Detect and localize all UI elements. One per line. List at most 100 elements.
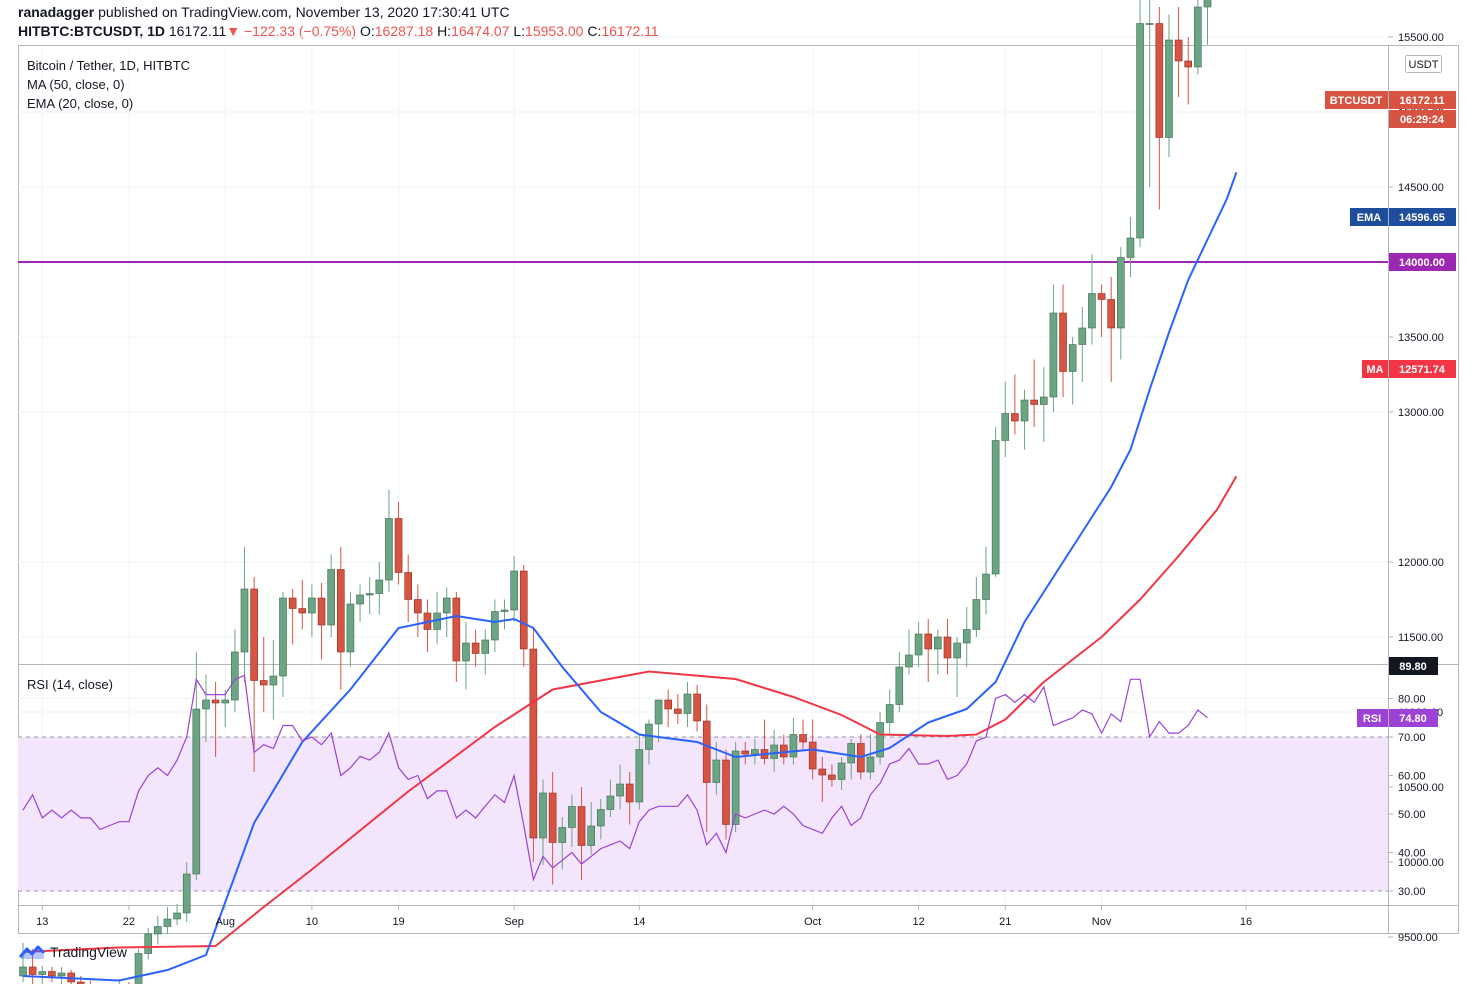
candle bbox=[118, 979, 120, 984]
price-change: −122.33 (−0.75%) bbox=[244, 23, 357, 39]
price-tick-label: 15500.00 bbox=[1398, 32, 1444, 44]
candle bbox=[221, 689, 230, 727]
price-tag-name: BTCUSDT bbox=[1330, 95, 1383, 107]
time-tick-label: 19 bbox=[392, 916, 404, 928]
candle bbox=[712, 742, 721, 795]
price-tick-label: 12000.00 bbox=[1398, 557, 1444, 569]
candle bbox=[510, 556, 518, 622]
candle bbox=[625, 772, 634, 825]
candle bbox=[876, 712, 884, 765]
time-tick-label: 13 bbox=[36, 916, 48, 928]
author-name[interactable]: ranadagger bbox=[18, 4, 95, 20]
time-tick-label: 14 bbox=[633, 916, 645, 928]
tradingview-logo-icon bbox=[18, 945, 46, 959]
rsi-tag: RSI 74.80 bbox=[1357, 709, 1438, 727]
candle bbox=[1078, 307, 1087, 382]
high-label: H: bbox=[437, 23, 452, 39]
candle bbox=[924, 619, 933, 682]
candle bbox=[76, 976, 85, 984]
candle bbox=[1136, 0, 1144, 247]
candle bbox=[173, 904, 181, 925]
candle bbox=[57, 967, 66, 984]
brand-footer[interactable]: TradingView bbox=[18, 944, 127, 960]
ma-tag-name: MA bbox=[1366, 364, 1383, 376]
candle bbox=[442, 587, 451, 637]
price-tick-label: 14500.00 bbox=[1398, 182, 1444, 194]
candle bbox=[606, 779, 615, 817]
symbol-name: HITBTC:BTCUSDT, 1D bbox=[18, 23, 165, 39]
time-tick-label: 16 bbox=[1240, 916, 1252, 928]
candle bbox=[818, 757, 827, 802]
time-tick-label: Sep bbox=[504, 916, 524, 928]
candle bbox=[375, 562, 384, 615]
countdown-value: 06:29:24 bbox=[1400, 114, 1445, 126]
ma-tag-value: 12571.74 bbox=[1399, 364, 1446, 376]
rsi-tick-label: 70.00 bbox=[1398, 732, 1426, 744]
ema-tag-name: EMA bbox=[1357, 212, 1382, 224]
candle bbox=[163, 907, 172, 934]
candle bbox=[192, 652, 201, 880]
candle bbox=[414, 584, 422, 637]
candle bbox=[134, 949, 143, 984]
candle bbox=[67, 970, 75, 984]
candle bbox=[182, 862, 191, 922]
legend-title: Bitcoin / Tether, 1D, HITBTC bbox=[27, 58, 190, 73]
candle bbox=[144, 928, 152, 960]
candle bbox=[1049, 284, 1058, 412]
candle bbox=[1194, 0, 1202, 75]
candle bbox=[991, 427, 1000, 577]
candle bbox=[722, 749, 730, 840]
ema-tag-value: 14596.65 bbox=[1399, 212, 1445, 224]
open-value: 16287.18 bbox=[374, 23, 434, 39]
candle bbox=[934, 629, 942, 675]
time-tick-label: Nov bbox=[1092, 916, 1112, 928]
candle bbox=[327, 554, 335, 637]
candle bbox=[905, 629, 913, 675]
candle bbox=[1117, 247, 1125, 360]
candle bbox=[1059, 284, 1067, 397]
close-value: 16172.11 bbox=[601, 23, 659, 39]
rsi-tick-label: 80.00 bbox=[1398, 694, 1426, 706]
candle bbox=[231, 629, 239, 712]
low-label: L: bbox=[513, 23, 526, 39]
candle bbox=[259, 637, 268, 712]
candle bbox=[962, 607, 971, 667]
candle bbox=[452, 592, 461, 682]
candle bbox=[674, 694, 682, 724]
candle bbox=[751, 739, 759, 765]
rsi-axis-ticks: 80.00 70.00 60.00 50.00 40.00 30.00 bbox=[1388, 694, 1426, 898]
price-axis-ticks: 16500.0015500.0015000.0014500.0013500.00… bbox=[1388, 32, 1444, 944]
time-tick-label: 21 bbox=[999, 916, 1011, 928]
publish-info: ranadagger published on TradingView.com,… bbox=[18, 4, 510, 20]
candle bbox=[568, 794, 576, 847]
candle bbox=[48, 967, 56, 982]
candle bbox=[635, 734, 644, 810]
rsi-tag-name: RSI bbox=[1363, 713, 1381, 725]
candle bbox=[279, 592, 287, 697]
price-tag: BTCUSDT 16172.11 06:29:24 bbox=[1325, 91, 1456, 128]
currency-label: USDT bbox=[1409, 59, 1439, 71]
open-label: O: bbox=[359, 23, 375, 39]
ema-line bbox=[22, 172, 1238, 982]
candle bbox=[394, 502, 403, 585]
ma-line bbox=[22, 475, 1238, 953]
rsi-tag-value: 74.80 bbox=[1399, 713, 1427, 725]
candle bbox=[1088, 254, 1096, 345]
price-tick-label: 13500.00 bbox=[1398, 332, 1444, 344]
level-tag-value: 14000.00 bbox=[1399, 257, 1445, 269]
candle bbox=[1001, 382, 1010, 457]
candle bbox=[837, 757, 846, 790]
high-value: 16474.07 bbox=[451, 23, 510, 39]
candle bbox=[317, 583, 326, 660]
candle bbox=[269, 640, 278, 720]
candle bbox=[587, 802, 595, 855]
candle bbox=[770, 730, 778, 772]
candle bbox=[462, 622, 470, 690]
ma-tag: MA 12571.74 bbox=[1362, 360, 1456, 378]
candle bbox=[596, 799, 605, 840]
candle bbox=[914, 622, 923, 667]
candle bbox=[616, 764, 624, 810]
currency-box[interactable] bbox=[1405, 55, 1442, 73]
candle bbox=[1011, 374, 1019, 435]
